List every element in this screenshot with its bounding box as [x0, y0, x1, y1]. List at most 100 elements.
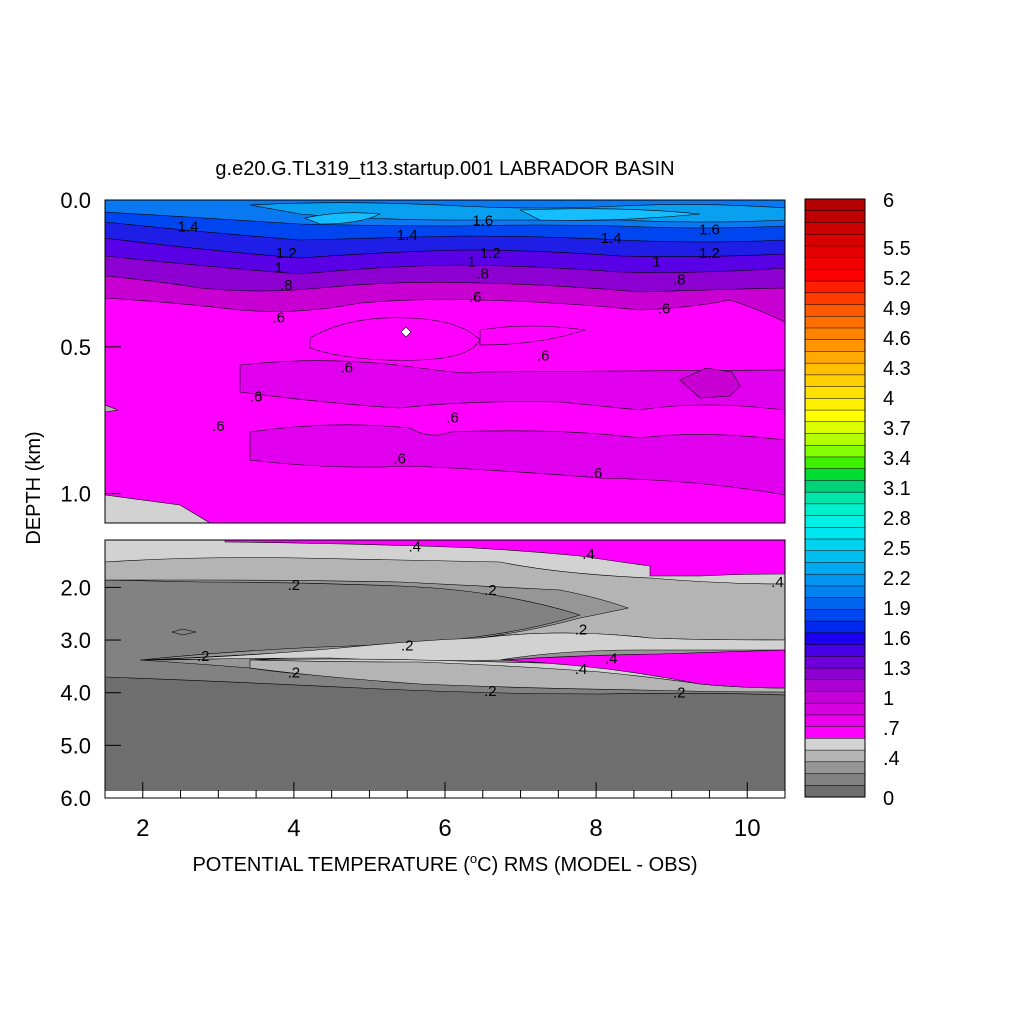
colorbar-swatch: [804, 327, 866, 341]
colorbar-swatch: [804, 538, 866, 552]
colorbar-swatch: [804, 773, 866, 786]
contour-label: .8: [673, 271, 686, 288]
y-lower-tick-label: 4.0: [60, 681, 91, 706]
colorbar-swatch: [804, 210, 866, 224]
contour-label: 1.4: [601, 230, 622, 247]
contour-label: .8: [280, 277, 293, 294]
colorbar-swatch: [804, 785, 866, 798]
contour-label: 1: [467, 254, 475, 271]
lower-panel: [105, 540, 785, 798]
colorbar-label: .7: [883, 718, 900, 740]
contour-label: .6: [537, 348, 550, 365]
colorbar-label: 2.5: [883, 538, 911, 560]
upper-band-mid-1: [239, 360, 785, 411]
contour-label: 1.4: [178, 218, 199, 235]
x-tick-label: 6: [438, 815, 451, 842]
contour-label: 1.6: [472, 213, 493, 230]
x-axis: 2 4 6 8 10: [136, 782, 761, 842]
x-tick-label: 2: [136, 815, 149, 842]
y-axis-lower: 2.0 3.0 4.0 5.0 6.0: [60, 575, 121, 811]
colorbar-label: 2.8: [883, 508, 911, 530]
upper-diamond: [400, 326, 412, 338]
colorbar-swatch: [804, 409, 866, 423]
colorbar-swatch: [804, 433, 866, 446]
contour-label: .6: [590, 465, 603, 482]
colorbar-swatch: [804, 269, 866, 282]
colorbar-swatch: [804, 573, 866, 587]
contour-label: .8: [477, 265, 490, 282]
x-tick-label: 10: [734, 815, 761, 842]
upper-gray-notch: [105, 404, 120, 413]
colorbar-swatch: [804, 691, 866, 704]
y-lower-tick-label: 3.0: [60, 628, 91, 653]
colorbar-swatch: [804, 620, 866, 634]
colorbar-swatch: [804, 585, 866, 599]
colorbar-swatch: [804, 550, 866, 564]
y-axis-label: DEPTH (km): [23, 431, 45, 544]
y-upper-tick-label: 1.0: [60, 482, 91, 507]
colorbar-label: 1: [883, 688, 894, 710]
contour-label: 1.4: [397, 227, 418, 244]
x-axis-label: POTENTIAL TEMPERATURE (oC) RMS (MODEL - …: [192, 851, 697, 876]
contour-label: .2: [484, 683, 497, 700]
colorbar-swatch: [804, 503, 866, 517]
upper-panel: [105, 200, 785, 523]
contour-label: .4: [771, 574, 784, 591]
colorbar-label: 3.7: [883, 418, 911, 440]
contour-label: .2: [673, 685, 686, 702]
colorbar-swatch: [804, 339, 866, 352]
contour-label: 1: [652, 254, 660, 271]
lower-band-magenta-top: [224, 540, 785, 577]
colorbar-swatch: [804, 667, 866, 681]
x-tick-label: 4: [287, 815, 300, 842]
colorbar-swatch: [804, 702, 866, 716]
colorbar-swatch: [804, 726, 866, 739]
colorbar-swatch: [804, 515, 866, 528]
upper-gray-corner: [105, 494, 211, 523]
colorbar-swatch: [804, 738, 866, 751]
colorbar-swatch: [804, 292, 866, 306]
upper-lobe-cyan: [303, 212, 382, 225]
contour-label: 1.6: [699, 221, 720, 238]
colorbar-swatch: [804, 749, 866, 763]
contour-label: .2: [197, 648, 210, 665]
colorbar-swatch: [804, 562, 866, 575]
contour-label: .2: [288, 577, 301, 594]
contour-label: .4: [582, 546, 595, 563]
lower-blob-dark: [170, 628, 197, 636]
colorbar-swatch: [804, 468, 866, 481]
colorbar-label: .4: [883, 748, 900, 770]
colorbar-swatch: [804, 597, 866, 610]
colorbar-label: 5.2: [883, 268, 911, 290]
contour-label: .2: [401, 637, 414, 654]
colorbar-swatch: [804, 421, 866, 435]
contour-label: 1.2: [480, 245, 501, 262]
y-axis-upper: 0.0 0.5 1.0: [60, 188, 121, 507]
colorbar-swatch: [804, 656, 866, 669]
chart-title: g.e20.G.TL319_t13.startup.001 LABRADOR B…: [215, 158, 674, 180]
colorbar-swatch: [804, 386, 866, 399]
y-lower-tick-label: 5.0: [60, 733, 91, 758]
contour-label: .2: [288, 665, 301, 682]
colorbar-swatch: [804, 245, 866, 259]
colorbar-swatch: [804, 374, 866, 388]
contour-label: .6: [250, 389, 263, 406]
lower-contour-labels: .4 .4 .4 .2 .2 .2 .2 .2 .4 .4 .2 .2 .2: [197, 538, 784, 701]
colorbar-swatch: [804, 351, 866, 364]
contour-label: .6: [212, 418, 225, 435]
colorbar-label: 4: [883, 388, 894, 410]
colorbar-label: 4.3: [883, 358, 911, 380]
colorbar-label: 4.6: [883, 328, 911, 350]
contour-label: .2: [484, 582, 497, 599]
colorbar-swatch: [804, 198, 866, 212]
upper-band-dark-blob: [679, 367, 741, 399]
colorbar-swatch: [804, 609, 866, 622]
colorbar-frame: [804, 198, 866, 798]
y-upper-tick-label: 0.0: [60, 188, 91, 213]
contour-label: 1: [275, 260, 283, 277]
colorbar-swatch: [804, 362, 866, 376]
contour-label: 1.2: [699, 245, 720, 262]
colorbar-swatch: [804, 480, 866, 493]
contour-label: 1.2: [276, 245, 297, 262]
